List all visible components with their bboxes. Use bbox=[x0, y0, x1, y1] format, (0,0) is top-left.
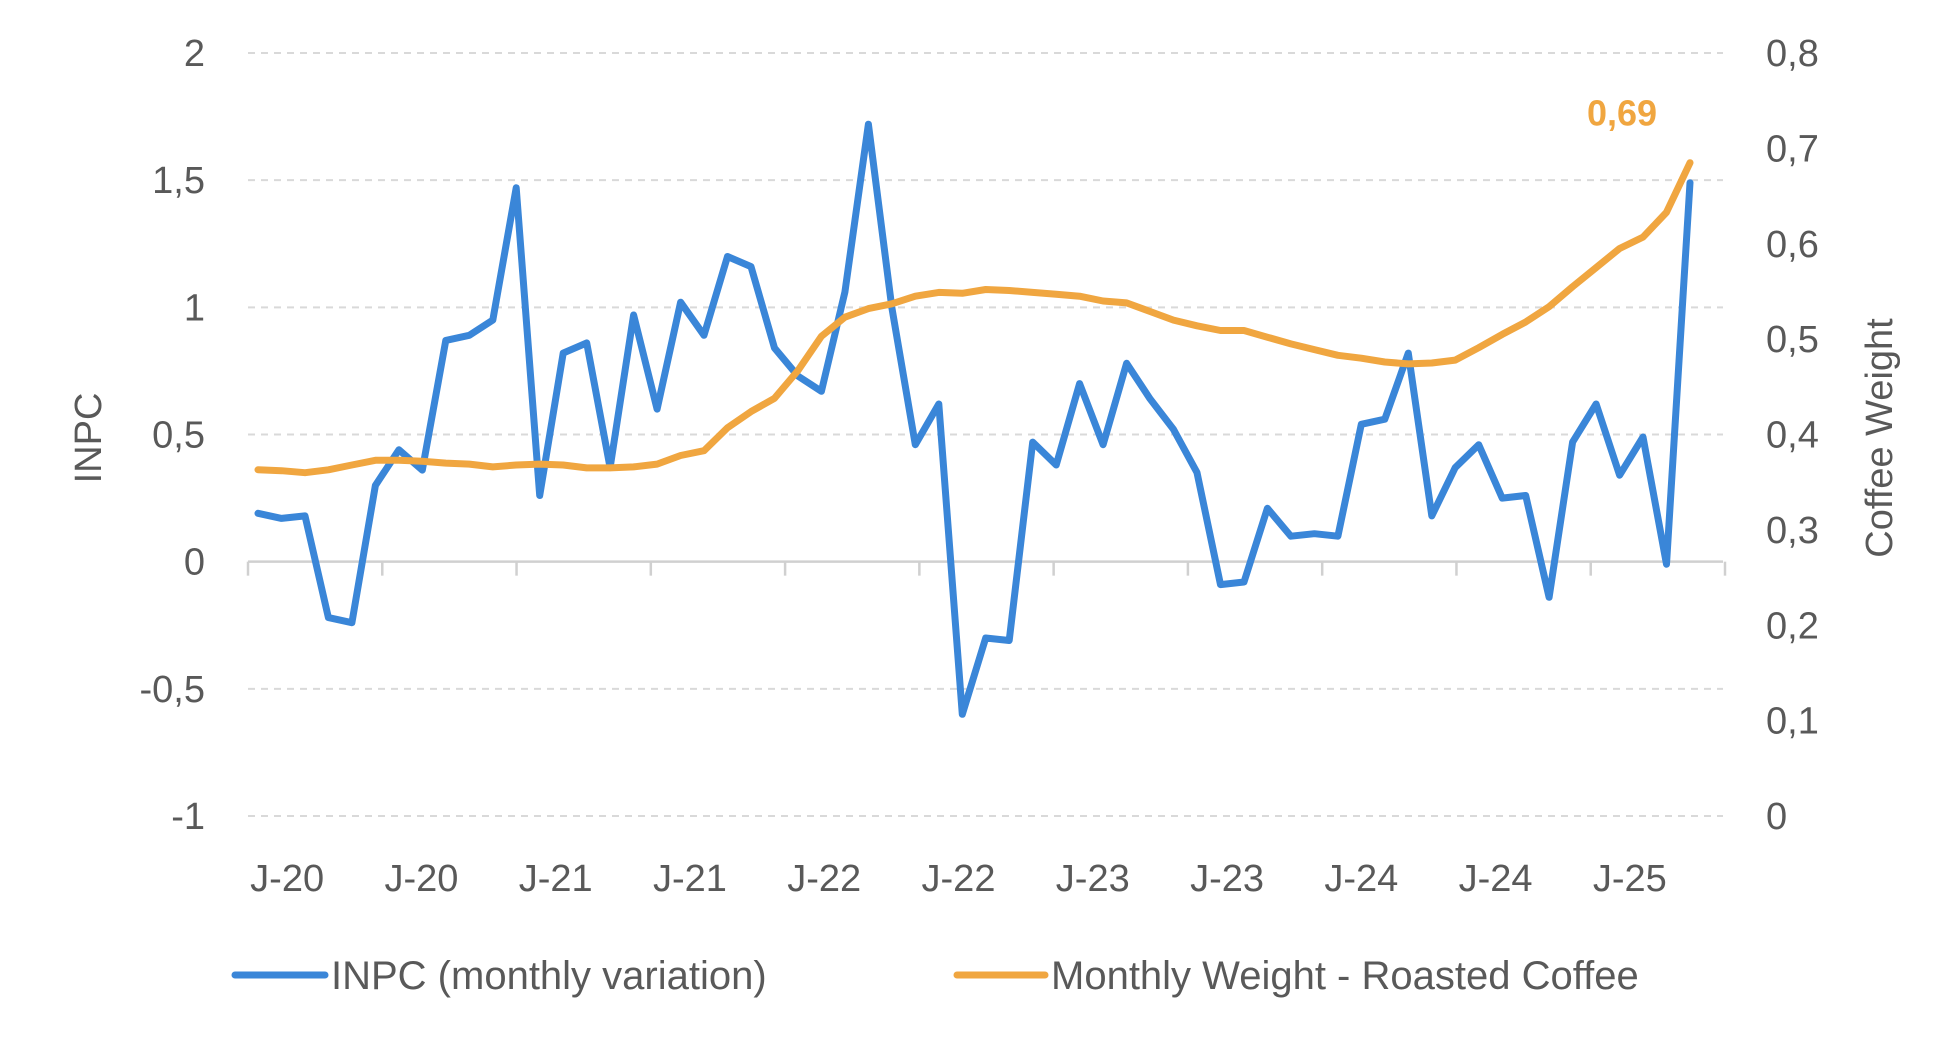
right-y-tick-label: 0,8 bbox=[1766, 33, 1819, 75]
left-y-tick-label: -0,5 bbox=[140, 669, 205, 711]
annotations: 0,69 bbox=[1587, 93, 1657, 134]
right-y-tick-label: 0,4 bbox=[1766, 415, 1819, 457]
x-tick-label: J-21 bbox=[519, 858, 593, 900]
right-y-tick-label: 0,1 bbox=[1766, 701, 1819, 743]
series-line-inpc bbox=[254, 120, 1694, 718]
right-y-tick-label: 0,5 bbox=[1766, 319, 1819, 361]
right-y-axis: 0,8 0,7 0,6 0,5 0,4 0,3 0,2 0,1 0 bbox=[1766, 33, 1819, 838]
legend-item-coffee-weight: Monthly Weight - Roasted Coffee bbox=[953, 954, 1639, 998]
x-tick-label: J-23 bbox=[1056, 858, 1130, 900]
legend-label-inpc: INPC (monthly variation) bbox=[331, 954, 767, 998]
right-y-tick-label: 0,7 bbox=[1766, 128, 1819, 170]
gridlines bbox=[248, 52, 1723, 817]
x-tick-label: J-20 bbox=[384, 858, 458, 900]
right-y-tick-label: 0 bbox=[1766, 796, 1787, 838]
x-tick-label: J-24 bbox=[1324, 858, 1398, 900]
right-y-tick-label: 0,6 bbox=[1766, 224, 1819, 266]
series-line-coffee-weight bbox=[254, 159, 1694, 477]
x-tick-label: J-22 bbox=[922, 858, 996, 900]
left-y-tick-label: 1,5 bbox=[152, 160, 205, 202]
legend-item-inpc: INPC (monthly variation) bbox=[231, 954, 767, 998]
left-y-tick-label: 1 bbox=[184, 287, 205, 329]
legend-label-coffee-weight: Monthly Weight - Roasted Coffee bbox=[1051, 954, 1639, 998]
left-y-axis-title: INPC bbox=[68, 393, 110, 484]
x-tick-label: J-23 bbox=[1190, 858, 1264, 900]
x-tick-label: J-24 bbox=[1459, 858, 1533, 900]
left-y-tick-label: 2 bbox=[184, 33, 205, 75]
legend: INPC (monthly variation) Monthly Weight … bbox=[231, 954, 1639, 998]
series-lines bbox=[254, 120, 1694, 718]
x-tick-label: J-21 bbox=[653, 858, 727, 900]
data-label-last-coffee-weight: 0,69 bbox=[1587, 93, 1657, 134]
left-y-axis: 2 1,5 1 0,5 0 -0,5 -1 bbox=[140, 33, 205, 838]
right-y-tick-label: 0,2 bbox=[1766, 605, 1819, 647]
right-y-tick-label: 0,3 bbox=[1766, 510, 1819, 552]
left-y-tick-label: 0,5 bbox=[152, 415, 205, 457]
x-tick-label: J-20 bbox=[250, 858, 324, 900]
left-y-tick-label: -1 bbox=[171, 796, 205, 838]
x-tick-label: J-25 bbox=[1593, 858, 1667, 900]
x-axis bbox=[246, 560, 1727, 576]
right-y-axis-title: Coffee Weight bbox=[1859, 318, 1901, 558]
x-tick-label: J-22 bbox=[787, 858, 861, 900]
left-y-tick-label: 0 bbox=[184, 542, 205, 584]
x-axis-tick-labels: J-20 J-20 J-21 J-21 J-22 J-22 J-23 J-23 J-24 J-24… bbox=[250, 858, 1667, 900]
